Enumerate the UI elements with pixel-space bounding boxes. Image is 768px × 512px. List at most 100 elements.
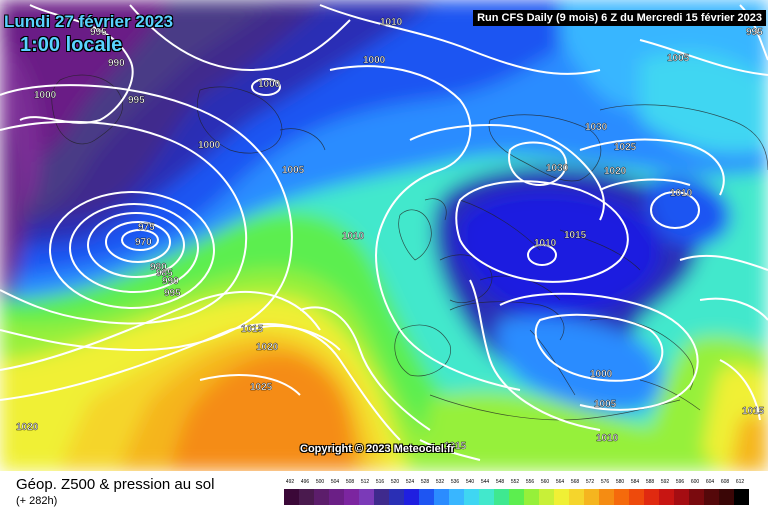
- legend-value: 520: [390, 479, 400, 485]
- forecast-time: 1:00 locale: [20, 34, 123, 56]
- legend-swatch: [374, 489, 389, 505]
- isobar-label: 995: [90, 27, 107, 38]
- legend-value: 612: [735, 479, 745, 485]
- isobar-label: 990: [108, 58, 125, 69]
- legend-swatch: [734, 489, 749, 505]
- map-footer: Géop. Z500 & pression au sol (+ 282h) 49…: [0, 471, 768, 512]
- isobars: [0, 4, 768, 461]
- legend-value: 492: [285, 479, 295, 485]
- legend-value: 508: [345, 479, 355, 485]
- legend-swatch: [434, 489, 449, 505]
- legend-value: 568: [570, 479, 580, 485]
- isobar-label: 1015: [742, 406, 765, 417]
- legend-swatch: [329, 489, 344, 505]
- legend-swatch: [404, 489, 419, 505]
- legend-swatch: [719, 489, 734, 505]
- legend-value: 564: [555, 479, 565, 485]
- legend-value: 608: [720, 479, 730, 485]
- isobar-label: 1020: [256, 342, 279, 353]
- isobar-label: 1010: [670, 188, 693, 199]
- legend-swatch: [314, 489, 329, 505]
- legend-swatch: [389, 489, 404, 505]
- legend-swatch: [509, 489, 524, 505]
- legend-value: 544: [480, 479, 490, 485]
- isobar-label: 970: [135, 237, 152, 248]
- model-run-label: Run CFS Daily (9 mois) 6 Z du Mercredi 1…: [473, 10, 766, 26]
- legend-swatch: [614, 489, 629, 505]
- isobar-label: 1010: [342, 231, 365, 242]
- legend-swatch: [284, 489, 299, 505]
- color-legend: 492 496 500 504 508 512 516 520 524 528 532 536 540 5…: [284, 479, 752, 509]
- legend-value: 528: [420, 479, 430, 485]
- legend-swatch: [674, 489, 689, 505]
- isobar-label: 1030: [585, 122, 608, 133]
- legend-swatch: [644, 489, 659, 505]
- forecast-date: Lundi 27 février 2023: [4, 12, 174, 31]
- isobar-label: 1025: [614, 142, 637, 153]
- isobar-label: 1015: [241, 324, 264, 335]
- isobar-label: 990: [162, 276, 179, 287]
- legend-swatch: [464, 489, 479, 505]
- forecast-map-canvas: 995 990 995 1000 1000 1010 1000 1000 100…: [0, 0, 768, 471]
- parameter-label: Géop. Z500 & pression au sol: [16, 476, 215, 493]
- legend-swatch: [569, 489, 584, 505]
- isobar-label: 1000: [590, 369, 613, 380]
- isobar-label: 995: [128, 95, 145, 106]
- isobar-label: 1020: [604, 166, 627, 177]
- isobar-label: 1020: [16, 422, 39, 433]
- legend-swatch: [359, 489, 374, 505]
- legend-swatch: [599, 489, 614, 505]
- legend-value: 540: [465, 479, 475, 485]
- isobar-label: 985: [156, 268, 173, 279]
- forecast-hours: (+ 282h): [16, 495, 58, 507]
- legend-swatch: [449, 489, 464, 505]
- legend-value: 592: [660, 479, 670, 485]
- isobar-label: 1000: [363, 55, 386, 66]
- legend-swatch: [539, 489, 554, 505]
- legend-swatch: [659, 489, 674, 505]
- legend-swatch: [524, 489, 539, 505]
- legend-swatch: [554, 489, 569, 505]
- legend-swatch: [299, 489, 314, 505]
- weather-map: 995 990 995 1000 1000 1010 1000 1000 100…: [0, 0, 768, 471]
- isobar-label: 1000: [258, 79, 281, 90]
- legend-value: 596: [675, 479, 685, 485]
- legend-value: 524: [405, 479, 415, 485]
- isobar-label: 1025: [250, 382, 273, 393]
- legend-value: 548: [495, 479, 505, 485]
- legend-swatch: [584, 489, 599, 505]
- isobar-label: 995: [164, 288, 181, 299]
- legend-value: 516: [375, 479, 385, 485]
- isobar-label: 980: [150, 262, 167, 273]
- legend-value: 580: [615, 479, 625, 485]
- legend-swatch: [689, 489, 704, 505]
- legend-swatch: [479, 489, 494, 505]
- legend-value: 504: [330, 479, 340, 485]
- isobar-label: 1000: [198, 140, 221, 151]
- isobar-label: 1010: [596, 433, 619, 444]
- isobar-label: 1015: [444, 441, 467, 452]
- isobar-label: 1005: [594, 399, 617, 410]
- isobar-label: 975: [138, 222, 155, 233]
- legend-value: 536: [450, 479, 460, 485]
- legend-value: 552: [510, 479, 520, 485]
- legend-swatch: [344, 489, 359, 505]
- isobar-labels: 995 990 995 1000 1000 1010 1000 1000 100…: [16, 17, 765, 452]
- legend-value: 604: [705, 479, 715, 485]
- legend-value: 588: [645, 479, 655, 485]
- isobar-label: 1015: [564, 230, 587, 241]
- legend-value: 532: [435, 479, 445, 485]
- geopotential-field: [0, 0, 768, 471]
- legend-swatch: [494, 489, 509, 505]
- legend-value: 500: [315, 479, 325, 485]
- legend-value: 584: [630, 479, 640, 485]
- isobar-label: 995: [746, 27, 763, 38]
- legend-value: 512: [360, 479, 370, 485]
- legend-value: 560: [540, 479, 550, 485]
- legend-value: 572: [585, 479, 595, 485]
- isobar-label: 1010: [534, 238, 557, 249]
- copyright-notice: Copyright © 2023 Meteociel.fr: [300, 443, 455, 455]
- isobar-label: 1005: [667, 53, 690, 64]
- isobar-label: 1005: [282, 165, 305, 176]
- legend-value: 576: [600, 479, 610, 485]
